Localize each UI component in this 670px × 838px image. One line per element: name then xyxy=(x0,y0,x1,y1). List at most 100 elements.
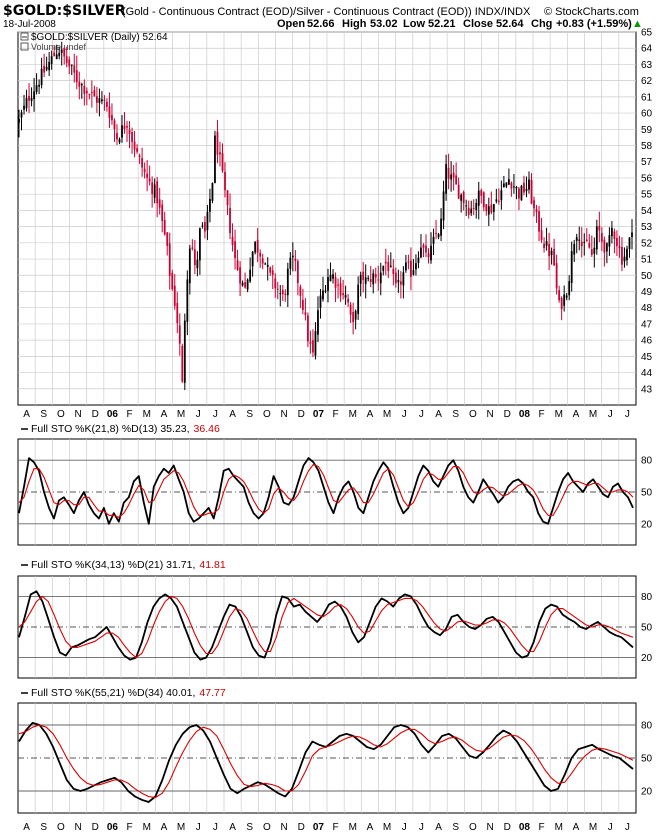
candle-body xyxy=(603,239,606,253)
candle xyxy=(281,284,284,302)
candle-body xyxy=(241,282,244,286)
candle xyxy=(33,77,35,112)
candle-body xyxy=(626,248,628,261)
candle-body xyxy=(450,174,453,180)
price-y-tick-label: 44 xyxy=(641,368,653,379)
candle-body xyxy=(123,125,126,130)
candle-body xyxy=(143,168,146,173)
candle-body xyxy=(447,167,450,179)
candle-body xyxy=(209,198,211,212)
x-tick-label: M xyxy=(177,409,185,420)
candle-body xyxy=(264,263,267,265)
candle xyxy=(432,228,435,256)
candle xyxy=(337,278,339,299)
legend-swatch-volume xyxy=(20,42,29,51)
candle-body xyxy=(224,171,226,191)
x-tick-label-bottom: D xyxy=(504,822,511,833)
candle xyxy=(618,235,621,258)
candle-body xyxy=(573,243,576,255)
candle-body xyxy=(256,239,259,253)
candle-body xyxy=(116,133,118,140)
candle xyxy=(507,168,510,185)
candle xyxy=(171,269,174,291)
candle xyxy=(342,279,344,300)
candle xyxy=(364,264,367,299)
candle-body xyxy=(163,219,166,235)
open-value: 52.66 xyxy=(307,18,335,30)
x-tick-label-bottom: J xyxy=(625,822,630,833)
candle-body xyxy=(575,237,578,241)
candle xyxy=(98,88,101,117)
candle-body xyxy=(48,61,51,71)
candle-body xyxy=(535,209,538,213)
candle-body xyxy=(598,225,601,231)
candle xyxy=(502,175,505,188)
candle-body xyxy=(148,178,151,182)
candle xyxy=(198,227,201,275)
candle-body xyxy=(553,248,556,266)
candle xyxy=(48,51,51,77)
stochastic-label: Full STO %K(55,21) %D(34) 40.01, 47.77 xyxy=(21,687,226,699)
candle-body xyxy=(216,131,219,155)
candle xyxy=(628,237,631,258)
chart-panels: 43 44 45 46 47 48 49 50 51 52 53 54 55 56 57 58 59 60 61 62… xyxy=(17,28,653,833)
candle xyxy=(173,274,176,310)
candle xyxy=(45,56,48,72)
stochastic-y-tick-label: 20 xyxy=(641,787,653,798)
candle xyxy=(367,275,370,282)
candle-body xyxy=(377,279,380,281)
low-label: Low xyxy=(403,18,425,30)
x-tick-label: J xyxy=(625,409,630,420)
candle xyxy=(530,173,533,205)
candle xyxy=(598,211,601,243)
candle-body xyxy=(128,129,131,134)
candle-body xyxy=(505,182,508,187)
candle-body xyxy=(613,231,616,239)
candle-body xyxy=(513,186,515,188)
candle-body xyxy=(568,281,571,296)
price-y-tick-label: 45 xyxy=(641,352,653,363)
candle xyxy=(568,275,571,301)
candle xyxy=(550,247,553,265)
candle xyxy=(470,200,473,216)
candle-body xyxy=(374,274,377,278)
x-tick-label-bottom: J xyxy=(213,822,218,833)
candle xyxy=(307,312,309,348)
candle-body xyxy=(281,290,284,295)
candle-body xyxy=(141,157,144,168)
candle-body xyxy=(497,200,500,202)
high-value: 53.02 xyxy=(370,18,398,30)
candle-body xyxy=(455,175,458,185)
d-line xyxy=(18,463,634,518)
candle-body xyxy=(221,153,224,171)
x-tick-label-bottom: J xyxy=(402,822,407,833)
candle-body xyxy=(507,179,510,185)
candle xyxy=(35,73,38,95)
candle xyxy=(430,232,432,264)
candle-body xyxy=(151,182,154,194)
candle-body xyxy=(410,260,412,277)
candle-body xyxy=(520,185,523,201)
candle-body xyxy=(600,232,603,242)
x-tick-label-bottom: S xyxy=(40,822,47,833)
candle xyxy=(523,175,525,196)
x-tick-label-bottom: M xyxy=(143,822,151,833)
candle xyxy=(460,193,463,213)
x-tick-label-bottom: 08 xyxy=(519,822,531,833)
candle xyxy=(455,162,458,185)
candle xyxy=(327,268,329,303)
candle-body xyxy=(593,247,596,254)
candle-body xyxy=(75,70,78,83)
x-tick-label: S xyxy=(452,409,459,420)
x-tick-label: J xyxy=(402,409,407,420)
candle xyxy=(570,241,573,292)
candle xyxy=(357,276,360,320)
candle xyxy=(573,239,576,263)
candle xyxy=(78,71,81,100)
stochastic-y-tick-label: 20 xyxy=(641,653,653,664)
candle-body xyxy=(445,164,447,194)
candle xyxy=(623,247,626,268)
candle-body xyxy=(415,263,417,270)
candle-body xyxy=(317,310,319,335)
